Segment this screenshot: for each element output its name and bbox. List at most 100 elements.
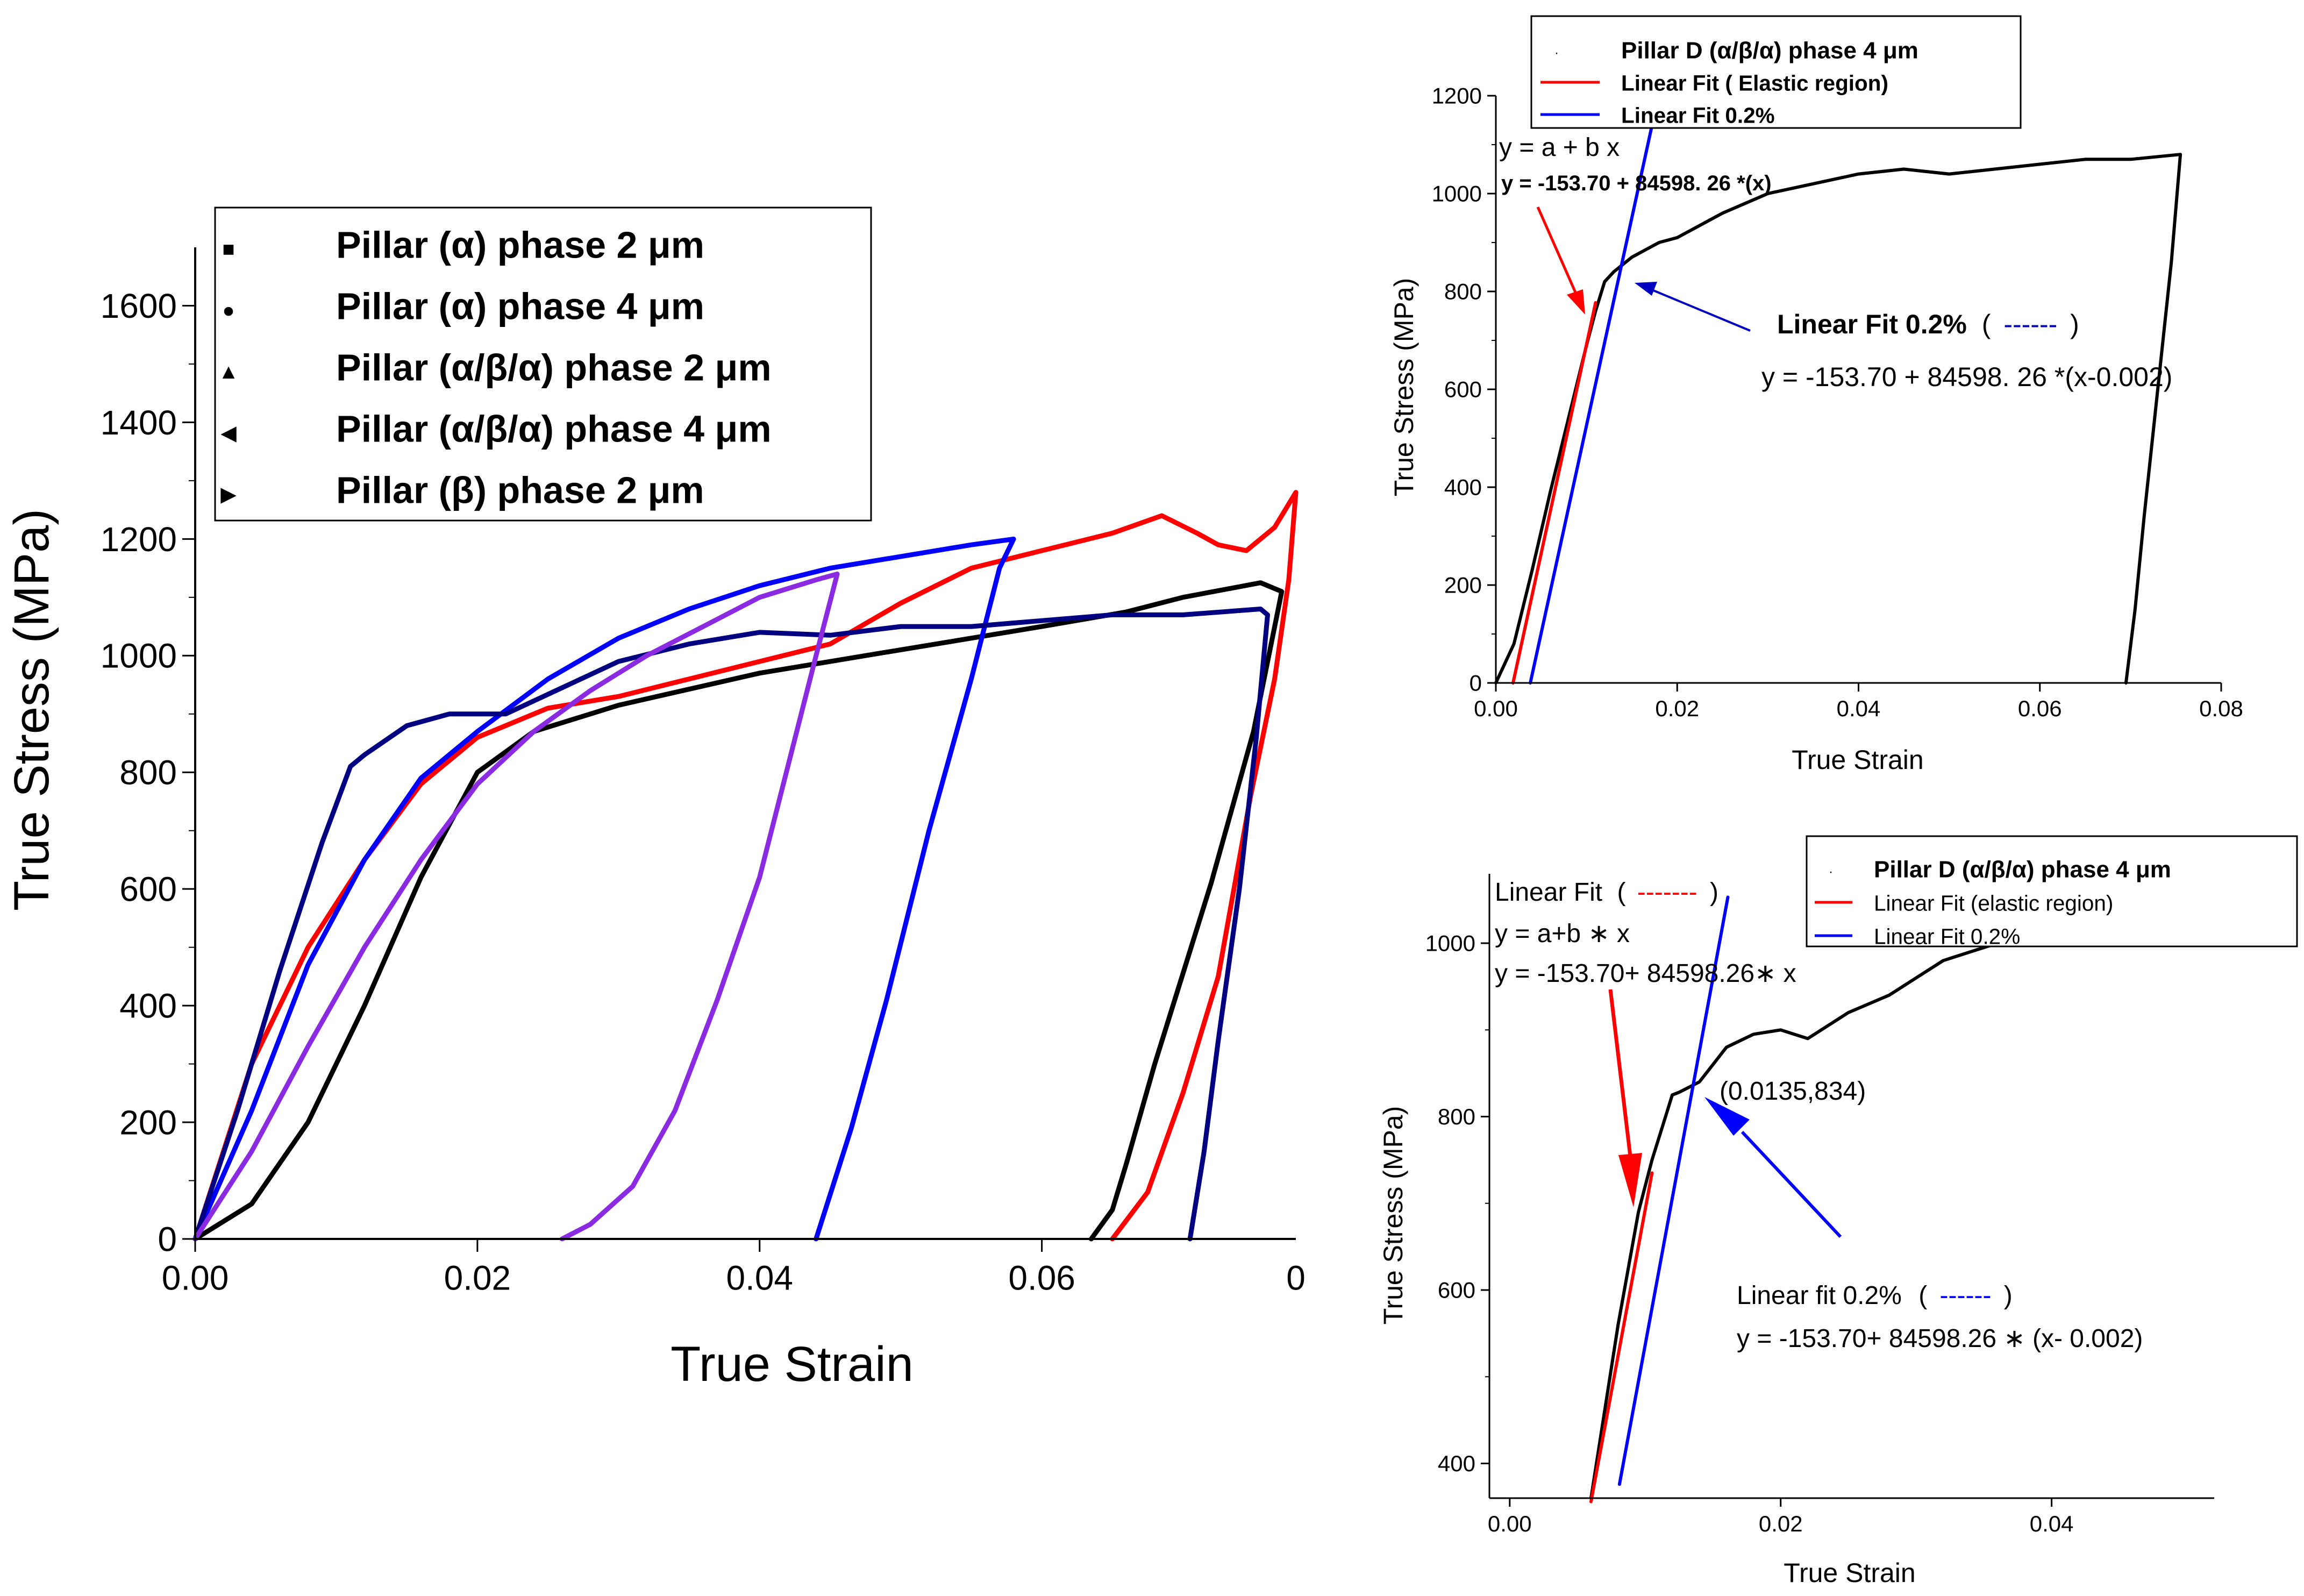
chart1-xtick-label-cut: 0 [1286, 1258, 1306, 1297]
chart3-ytick-label: 600 [1438, 1278, 1475, 1303]
chart2-y-axis-label: True Stress (MPa) [1389, 278, 1419, 497]
chart2-ytick-label: 800 [1444, 279, 1482, 304]
chart3-fit-dash: ------- [1637, 878, 1697, 907]
chart3-xtick-label: 0.04 [2030, 1511, 2074, 1536]
chart3-ytick-label: 400 [1438, 1451, 1475, 1476]
chart1-ytick-label: 1000 [101, 637, 177, 675]
chart1-ytick-label: 1200 [101, 520, 177, 559]
chart1-legend-label: Pillar (β) phase 2 μm [336, 469, 704, 511]
chart3-y-axis-label: True Stress (MPa) [1378, 1106, 1408, 1325]
chart3-fit-label: Linear Fit ( ------- ) [1495, 878, 1718, 907]
chart2-x-ticks: 0.00 0.02 0.04 0.06 0.08 [1474, 683, 2243, 721]
chart1-x-ticks: 0.00 0.02 0.04 0.06 0 [162, 1239, 1306, 1297]
chart2-xtick-label: 0.08 [2199, 696, 2243, 721]
chart1-series-0 [192, 580, 1285, 1242]
chart2-offset-label: Linear Fit 0.2% ( ------ ) [1777, 309, 2079, 339]
chart1-legend: ■ Pillar (α) phase 2 μm ● Pillar (α) phase … [214, 206, 872, 522]
chart1-y-axis-label: True Stress (MPa) [4, 509, 59, 911]
chart3-offset-equation: y = -153.70+ 84598.26 ∗ (x- 0.002) [1737, 1324, 2143, 1353]
chart2-series-2 [1529, 104, 1658, 685]
chart1-ytick-label: 600 [119, 870, 177, 909]
chart3-offset-paren-open: ( [1918, 1281, 1927, 1310]
chart3-fit-paren-open: ( [1617, 878, 1625, 907]
chart2-offset-equation: y = -153.70 + 84598. 26 *(x-0.002) [1761, 362, 2172, 392]
chart2-xtick-label: 0.04 [1837, 696, 1881, 721]
chart2-legend-label: Linear Fit 0.2% [1621, 103, 1775, 127]
chart2-offset-label-title: Linear Fit 0.2% [1777, 309, 1967, 339]
chart3-legend-marker: · [1829, 865, 1833, 879]
chart3-x-ticks: 0.00 0.02 0.04 [1488, 1498, 2074, 1536]
chart1-legend-label: Pillar (α) phase 4 μm [336, 286, 704, 327]
chart2-xtick-label: 0.00 [1474, 696, 1518, 721]
chart2-offset-dash: ------ [2003, 309, 2057, 339]
chart1-xtick-label: 0.02 [444, 1258, 511, 1297]
chart3-ytick-label: 1000 [1425, 931, 1475, 956]
chart1-series-group [192, 490, 1299, 1242]
pillar-d-zoom-chart: 400 600 800 1000 0.00 0.02 0.04 True Strain T… [1378, 835, 2298, 1588]
chart3-point-label: (0.0135,834) [1720, 1077, 1866, 1106]
chart3-series-1 [1589, 1171, 1654, 1504]
chart3-legend-label: Linear Fit 0.2% [1874, 924, 2020, 949]
chart3-red-arrow [1608, 989, 1642, 1207]
chart2-ytick-label: 200 [1444, 573, 1482, 598]
chart2-ytick-label: 400 [1444, 475, 1482, 500]
chart2-legend-box [1530, 15, 2022, 129]
chart1-series-4 [192, 571, 840, 1242]
chart2-red-arrow [1536, 206, 1585, 315]
chart2-x-axis-label: True Strain [1792, 745, 1923, 775]
chart2-legend-marker: · [1554, 46, 1559, 60]
chart1-legend-marker: ◀ [220, 422, 237, 445]
chart2-fit-equation: y = -153.70 + 84598. 26 *(x) [1501, 172, 1772, 195]
chart3-legend-label: Pillar D (α/β/α) phase 4 μm [1874, 856, 2171, 882]
chart3-series-2 [1617, 895, 1730, 1486]
chart3-offset-label-title: Linear fit 0.2% [1737, 1281, 1902, 1310]
chart2-ytick-label: 0 [1470, 671, 1482, 696]
chart2-series-group [1494, 104, 2182, 685]
chart1-legend-label: Pillar (α) phase 2 μm [336, 224, 704, 266]
chart1-legend-box [214, 206, 872, 522]
chart1-x-axis-label: True Strain [670, 1337, 914, 1392]
chart2-ytick-label: 600 [1444, 377, 1482, 402]
chart3-xtick-label: 0.02 [1759, 1511, 1803, 1536]
chart2-ytick-label: 1200 [1432, 83, 1482, 109]
chart1-series-3 [192, 607, 1270, 1242]
chart3-legend-label: Linear Fit (elastic region) [1874, 890, 2113, 915]
chart3-fit-formula: y = a+b ∗ x [1495, 920, 1630, 948]
chart2-xtick-label: 0.02 [1655, 696, 1699, 721]
chart3-offset-label: Linear fit 0.2% ( ------ ) [1737, 1281, 2013, 1310]
chart1-ytick-label: 0 [158, 1220, 177, 1258]
chart2-xtick-label: 0.06 [2018, 696, 2062, 721]
chart2-legend-label: Pillar D (α/β/α) phase 4 μm [1621, 37, 1918, 63]
chart1-xtick-label: 0.00 [162, 1258, 229, 1297]
chart2-blue-arrow [1635, 282, 1751, 332]
chart2-fit-formula: y = a + b x [1499, 133, 1620, 162]
chart3-fit-equation: y = -153.70+ 84598.26∗ x [1495, 959, 1796, 988]
chart3-xtick-label: 0.00 [1488, 1511, 1532, 1536]
chart3-fit-paren-close: ) [1710, 878, 1718, 907]
chart2-y-ticks: 0 200 400 600 800 1000 1200 [1432, 83, 1496, 696]
chart1-legend-marker: ▶ [220, 483, 237, 506]
chart2-legend: · Pillar D (α/β/α) phase 4 μm Linear Fit (… [1530, 15, 2022, 129]
chart3-x-axis-label: True Strain [1784, 1558, 1915, 1588]
chart3-fit-label-title: Linear Fit [1495, 878, 1602, 907]
chart1-legend-marker: ■ [222, 238, 234, 261]
chart1-series-2 [192, 536, 1016, 1242]
chart3-blue-arrow [1704, 1097, 1842, 1238]
chart3-series-group [1589, 895, 1999, 1504]
chart1-ytick-label: 200 [119, 1103, 177, 1142]
chart2-series-1 [1511, 301, 1597, 685]
chart3-legend-box [1806, 835, 2298, 947]
chart1-xtick-label: 0.06 [1008, 1258, 1075, 1297]
chart1-legend-marker: ▲ [218, 360, 239, 383]
chart2-offset-paren-close: ) [2070, 309, 2079, 339]
chart1-ytick-label: 1600 [101, 287, 177, 325]
chart1-series-1 [192, 490, 1299, 1242]
chart1-ytick-label: 800 [119, 753, 177, 792]
chart1-legend-label: Pillar (α/β/α) phase 4 μm [336, 408, 772, 450]
chart1-y-ticks: 0 200 400 600 800 1000 1200 1400 1600 [101, 287, 195, 1258]
chart1-xtick-label: 0.04 [726, 1258, 793, 1297]
chart2-offset-paren-open: ( [1982, 309, 1991, 339]
